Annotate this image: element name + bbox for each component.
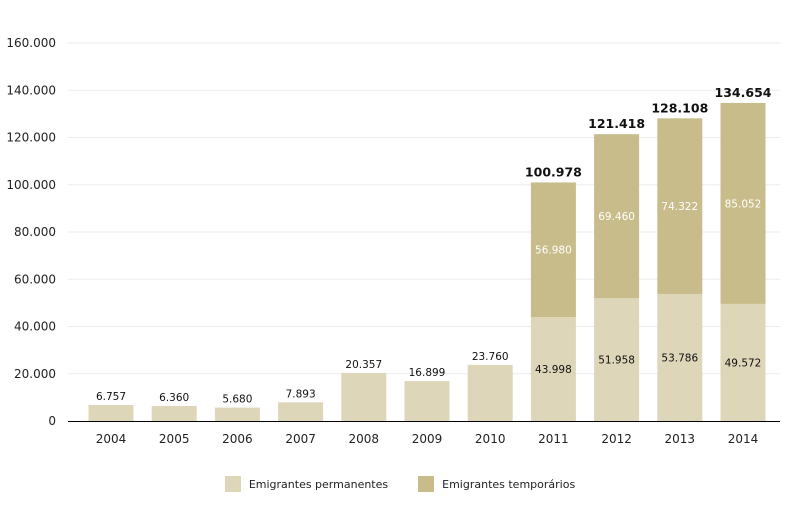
bar-segment-permanentes [657,293,703,421]
total-label: 134.654 [715,85,772,100]
bar-segment-permanentes [467,364,513,421]
bar-segment-temporarios [594,134,640,299]
bar-segment-permanentes [594,298,640,421]
y-tick-label: 140.000 [6,83,56,97]
y-tick-label: 0 [48,414,56,428]
legend-item-temporarios[interactable]: Emigrantes temporários [418,476,575,492]
bar-segment-temporarios [530,182,576,318]
bar-segment-permanentes [151,405,197,421]
data-label: 69.460 [598,211,635,223]
data-label: 7.893 [286,388,316,400]
data-label: 49.572 [725,357,762,369]
x-tick-label: 2014 [728,432,759,446]
x-tick-label: 2012 [601,432,632,446]
data-label: 20.357 [345,359,382,371]
x-tick-label: 2011 [538,432,569,446]
data-label: 56.980 [535,245,572,257]
x-tick-label: 2007 [285,432,316,446]
y-tick-label: 120.000 [6,131,56,145]
bar-segment-permanentes [341,372,387,421]
total-label: 121.418 [588,116,645,131]
y-tick-label: 40.000 [14,320,56,334]
data-label: 6.360 [159,392,189,404]
data-label: 6.757 [96,391,126,403]
bar-segment-permanentes [530,317,576,421]
stacked-bar-chart: 0 20.000 40.000 60.000 80.000 100.000 120.000 1… [6,36,780,446]
y-tick-label: 60.000 [14,272,56,286]
x-tick-label: 2005 [159,432,190,446]
legend-swatch [224,476,241,492]
data-label: 5.680 [222,394,252,406]
legend-label: Emigrantes permanentes [248,477,389,491]
y-tick-label: 160.000 [6,36,56,50]
bar-segment-temporarios [657,118,703,294]
data-label: 51.958 [598,355,635,367]
legend: Emigrantes permanentes Emigrantes tempor… [0,476,800,492]
total-label: 128.108 [651,100,708,115]
legend-label: Emigrantes temporários [442,477,576,491]
x-tick-label: 2008 [349,432,380,446]
bar-segment-permanentes [278,402,324,421]
data-label: 85.052 [725,198,762,210]
x-tick-label: 2009 [412,432,443,446]
bar-segment-temporarios [720,102,766,304]
x-tick-label: 2013 [665,432,696,446]
data-label: 23.760 [472,351,509,363]
bar-segment-permanentes [720,303,766,421]
bar-segment-permanentes [88,405,134,421]
x-tick-label: 2010 [475,432,506,446]
legend-item-permanentes[interactable]: Emigrantes permanentes [224,476,389,492]
x-tick-label: 2006 [222,432,253,446]
bar-segment-permanentes [214,407,260,421]
data-label: 16.899 [409,367,446,379]
bar-segment-permanentes [404,381,450,421]
data-label: 74.322 [661,201,698,213]
y-tick-label: 80.000 [14,225,56,239]
total-label: 100.978 [525,164,582,179]
data-label: 43.998 [535,364,572,376]
data-label: 53.786 [661,352,698,364]
legend-swatch [418,476,435,492]
x-tick-label: 2004 [96,432,127,446]
y-tick-label: 20.000 [14,367,56,381]
y-tick-label: 100.000 [6,178,56,192]
